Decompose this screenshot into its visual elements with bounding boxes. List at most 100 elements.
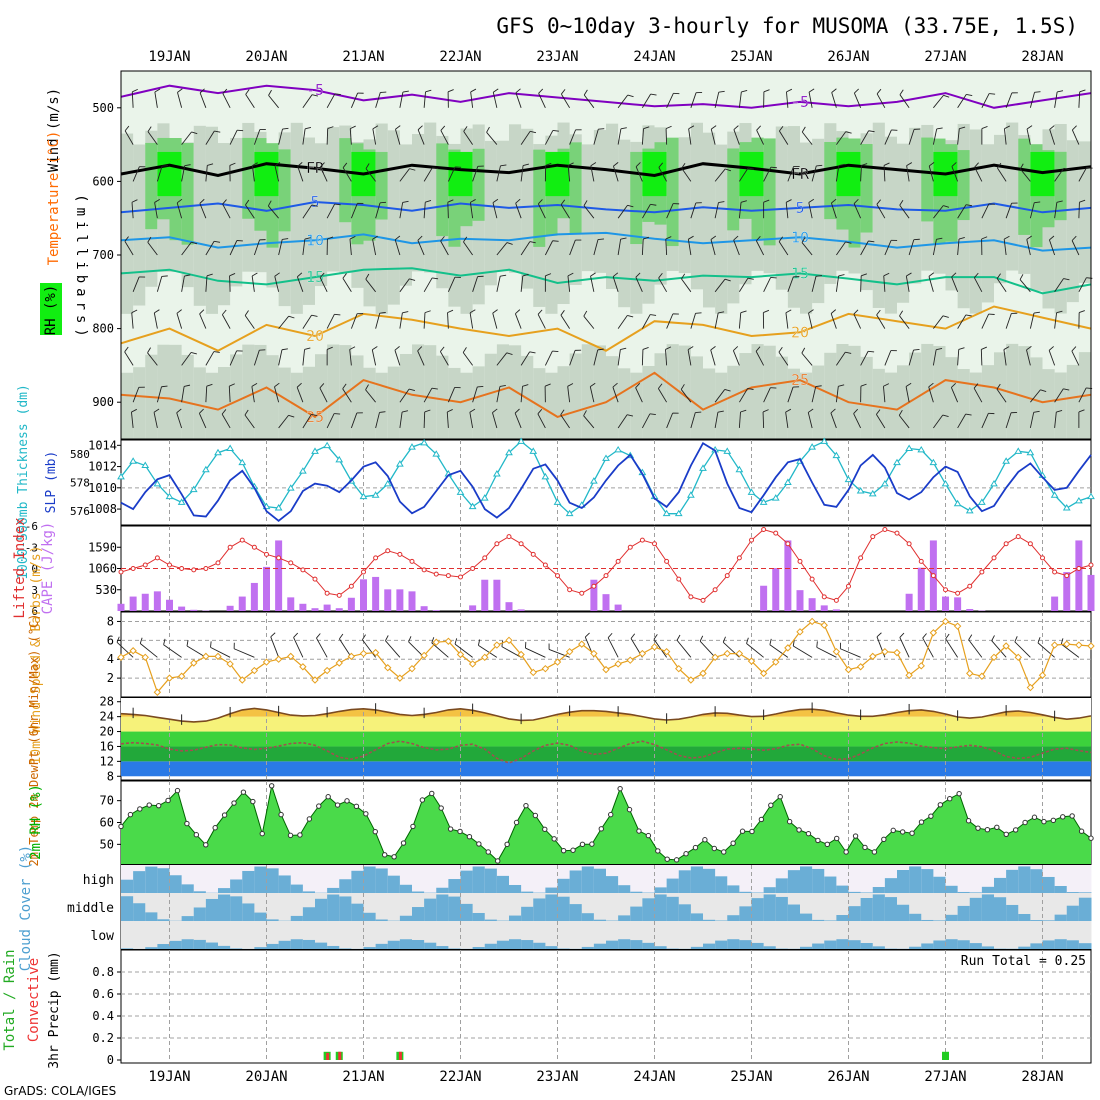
- wind-barb: [714, 278, 726, 293]
- wind-speed-point: [1038, 671, 1047, 679]
- wind-barb-flag: [815, 385, 822, 388]
- wind-barb: [690, 313, 696, 329]
- wind-barb: [932, 128, 938, 145]
- y-tick-label: 1060: [88, 562, 117, 576]
- wind-barb: [423, 202, 426, 219]
- wind-barb-flag: [958, 236, 965, 240]
- cloud-fraction: [424, 942, 437, 949]
- wind-barb-flag: [597, 238, 605, 240]
- thickness-point: [408, 443, 416, 450]
- chart-title: GFS 0~10day 3-hourly for MUSOMA (33.75E,…: [496, 14, 1078, 38]
- wind-barb: [222, 93, 231, 109]
- wind-barb-flag: [184, 274, 191, 277]
- cloud-fraction: [460, 870, 474, 893]
- wind-barb: [835, 165, 840, 182]
- wind-barb-flag: [898, 409, 903, 416]
- cloud-bg: [424, 865, 437, 893]
- wind-barb-flag: [206, 383, 213, 387]
- rh-cell: [557, 151, 571, 197]
- wind-barb-flag: [191, 131, 198, 135]
- wind-barb-flag: [432, 277, 439, 280]
- thickness-point: [226, 444, 235, 451]
- wind-barb: [928, 386, 934, 403]
- cloud-fraction: [812, 868, 825, 893]
- cloud-fraction: [533, 898, 546, 921]
- rh-cell: [424, 345, 437, 439]
- wind-barb: [583, 205, 595, 219]
- wind-barb-flag: [342, 162, 348, 168]
- cloud-bg: [812, 893, 825, 921]
- rh-cell: [254, 344, 267, 439]
- cloud-fraction: [848, 891, 862, 893]
- thickness-point: [480, 494, 489, 501]
- wind-speed-point: [299, 663, 307, 671]
- wind-barb: [124, 241, 134, 256]
- wind-barb: [714, 168, 726, 182]
- cloud-fraction: [593, 919, 607, 921]
- isotherm-label: 5: [310, 193, 319, 211]
- isotherm-label: -5: [791, 93, 809, 111]
- y-tick-label: 16: [100, 739, 114, 753]
- wind-speed-point: [541, 664, 550, 673]
- wind-barb: [811, 276, 817, 292]
- cloud-fraction: [703, 868, 716, 893]
- wind-barb-flag: [492, 309, 498, 314]
- wind-barb: [951, 166, 959, 182]
- cape-bar: [372, 576, 380, 611]
- lifted-point: [1003, 541, 1009, 547]
- cape-bar: [954, 597, 962, 611]
- cloud-fraction: [787, 870, 801, 893]
- wind-barb-flag: [1049, 125, 1055, 130]
- wind-speed-point: [190, 659, 198, 667]
- wind-barb: [905, 275, 910, 292]
- wind-barb-flag: [213, 351, 220, 353]
- wind-barb: [974, 166, 983, 182]
- cloud-fraction: [909, 913, 922, 921]
- wind-barb-flag: [409, 168, 416, 171]
- precip-convective-label: Convective: [26, 958, 42, 1042]
- rh-cell: [290, 122, 304, 314]
- wind-barb: [319, 387, 328, 403]
- wind-barb-flag: [251, 272, 258, 277]
- cape-bar: [250, 582, 258, 611]
- thickness-point: [529, 447, 538, 454]
- wind-barb: [714, 202, 719, 219]
- cloud-fraction: [739, 906, 752, 921]
- rh-cell: [278, 367, 292, 439]
- wind-barb: [537, 413, 546, 429]
- wind-barb-flag: [1033, 410, 1040, 413]
- wind-barb: [131, 412, 134, 429]
- wind-barb-flag: [319, 383, 325, 389]
- cape-bar: [287, 597, 295, 611]
- wind-barb-flag: [293, 632, 299, 638]
- wind-barb: [520, 241, 531, 256]
- rh-point: [221, 812, 228, 818]
- wind-barb: [399, 168, 410, 182]
- lifted-point: [918, 558, 924, 564]
- lifted-point: [264, 551, 269, 557]
- thickness-point: [505, 448, 513, 456]
- wind-barb: [537, 314, 546, 329]
- wind-barb-flag: [408, 388, 415, 391]
- wind-barb-flag: [680, 384, 685, 390]
- cloud-bg: [921, 893, 934, 921]
- wind-speed-point: [468, 660, 477, 668]
- isotherm-label: 25: [306, 408, 324, 426]
- wind-barb: [520, 386, 523, 403]
- cloud-bg: [1054, 893, 1068, 921]
- wind-barb-flag: [552, 240, 559, 242]
- wind-barb-flag: [282, 238, 289, 240]
- rh-point: [683, 851, 689, 857]
- lifted-point: [179, 566, 185, 571]
- wind-barb-flag: [853, 408, 859, 414]
- wind-barb: [375, 202, 381, 219]
- rh-point: [353, 803, 360, 810]
- lifted-point: [955, 590, 961, 596]
- rh-cell: [484, 353, 498, 439]
- cloud-fraction: [557, 878, 571, 893]
- wind-barb: [738, 167, 749, 182]
- lifted-point: [979, 569, 985, 575]
- wind-speed-point: [517, 650, 525, 659]
- lifted-point: [797, 558, 803, 564]
- wind-barb: [1078, 387, 1087, 403]
